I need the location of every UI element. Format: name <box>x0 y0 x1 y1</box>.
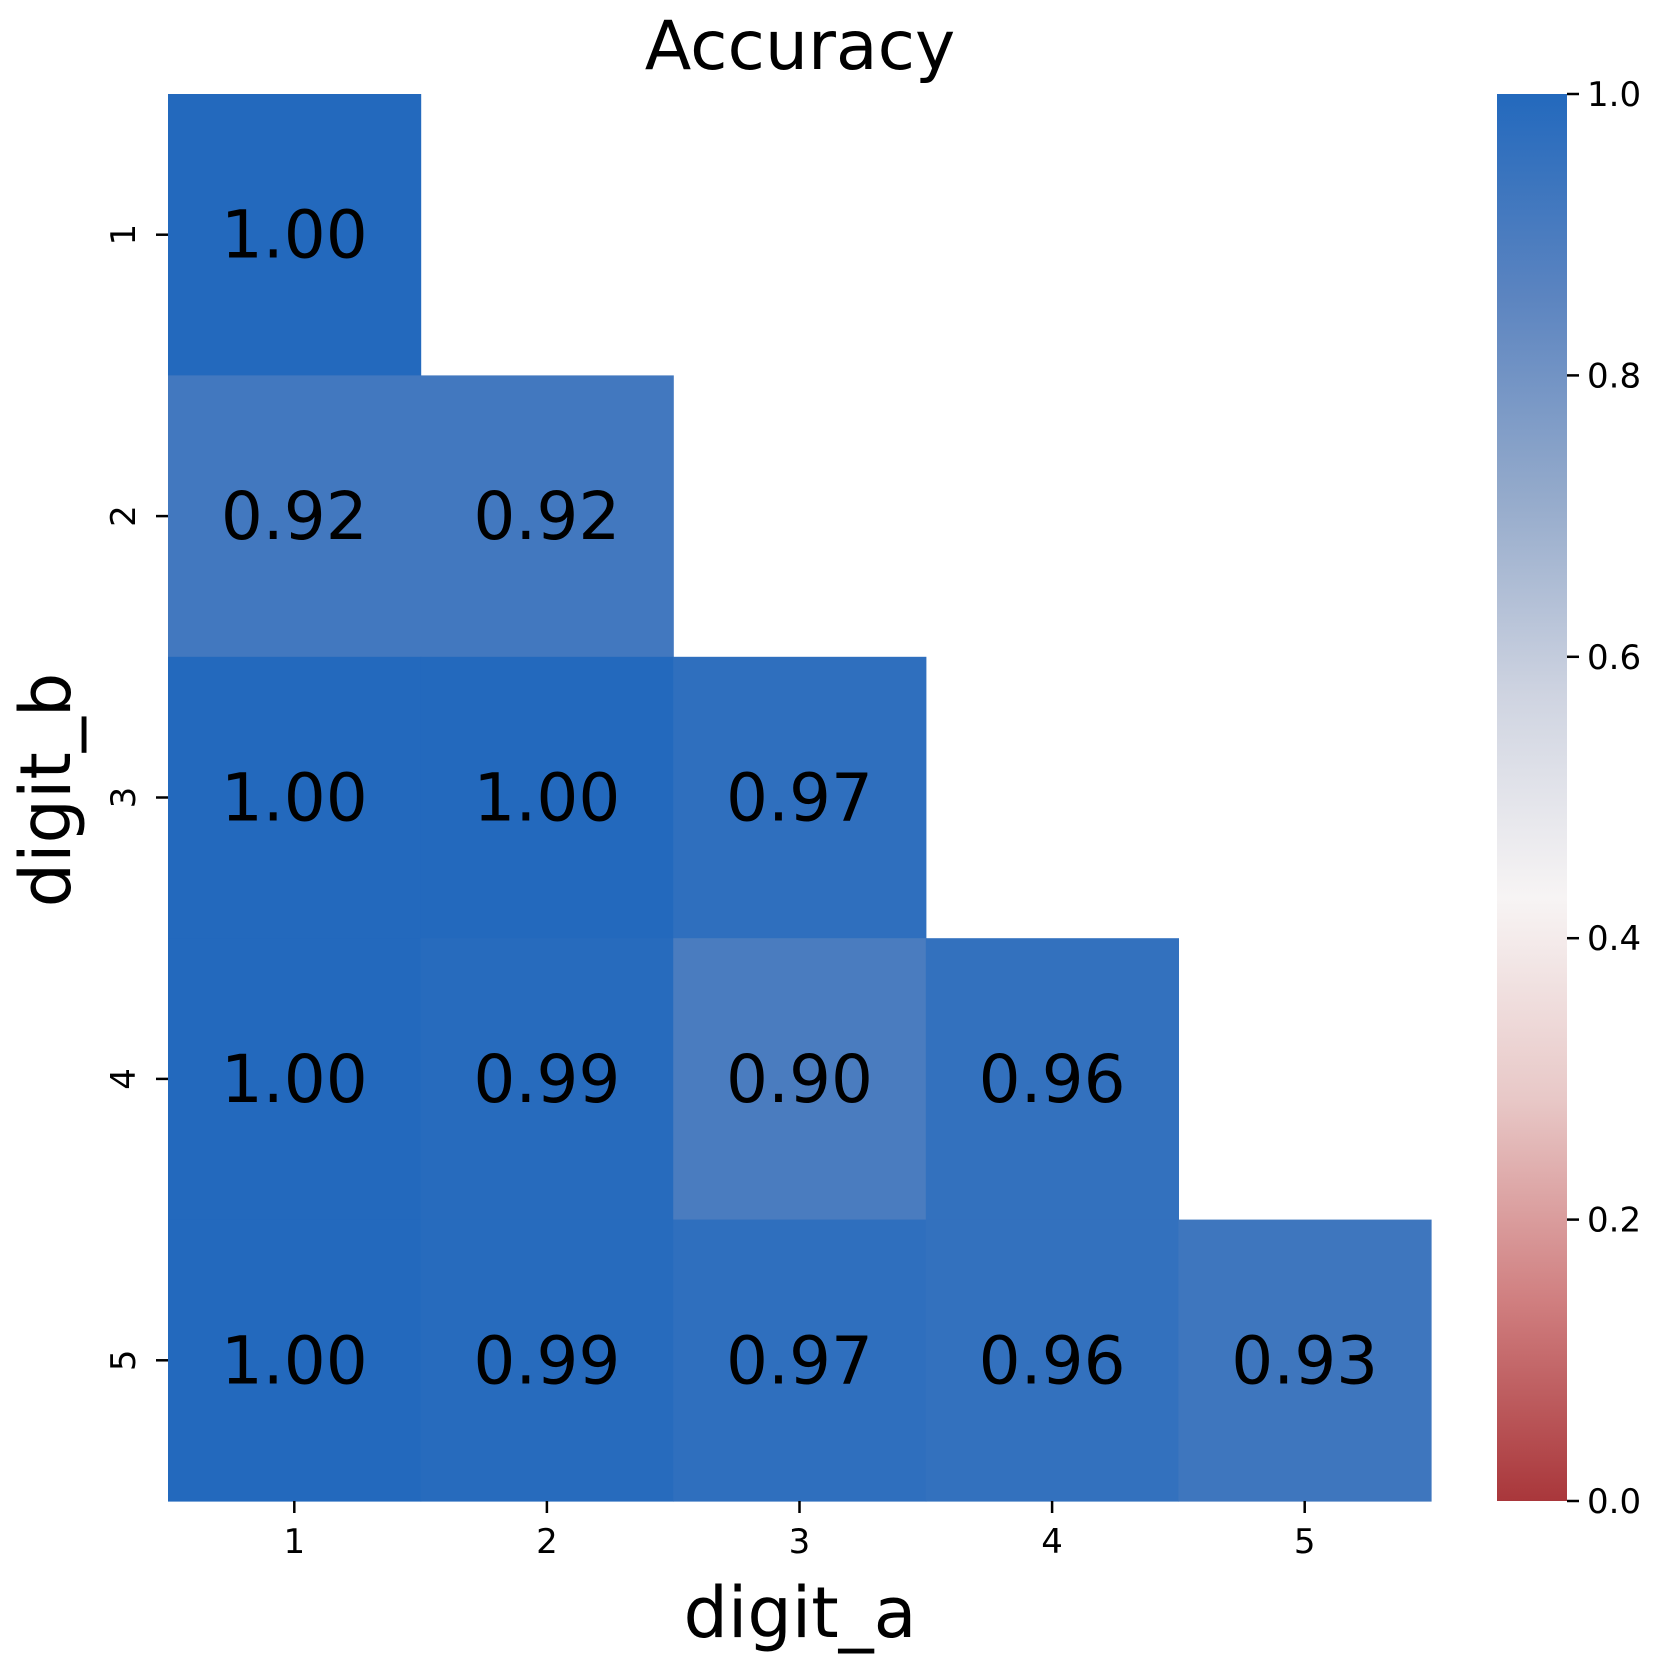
heatmap-cell <box>168 1219 422 1502</box>
cell-value-label: 0.99 <box>473 1041 620 1118</box>
colorbar: 0.0 0.2 0.4 0.6 0.8 1.0 <box>1497 75 1641 1522</box>
x-tick-label: 5 <box>1294 1522 1316 1562</box>
colorbar-scale <box>1497 94 1567 1501</box>
heatmap-cell <box>168 375 422 658</box>
chart-title: Accuracy <box>645 7 955 86</box>
colorbar-tick-label: 1.0 <box>1587 75 1641 115</box>
heatmap-cell <box>168 656 422 939</box>
heatmap-cell <box>168 938 422 1221</box>
cell-value-label: 0.92 <box>221 478 368 555</box>
cell-value-label: 0.99 <box>473 1322 620 1399</box>
heatmap-cell <box>925 938 1179 1221</box>
y-tick-label: 5 <box>104 1349 144 1371</box>
y-axis-label: digit_b <box>5 673 87 908</box>
cell-value-label: 0.92 <box>473 478 620 555</box>
heatmap-cell <box>673 1219 927 1502</box>
cell-value-label: 0.96 <box>979 1322 1126 1399</box>
cell-value-label: 0.96 <box>979 1041 1126 1118</box>
colorbar-ticks: 0.0 0.2 0.4 0.6 0.8 1.0 <box>1567 75 1641 1522</box>
colorbar-tick-label: 0.0 <box>1587 1482 1641 1522</box>
colorbar-tick-label: 0.8 <box>1587 356 1641 396</box>
heatmap-cell <box>420 1219 674 1502</box>
heatmap-cell <box>673 938 927 1221</box>
cell-value-label: 1.00 <box>221 1041 368 1118</box>
colorbar-tick-label: 0.2 <box>1587 1201 1641 1241</box>
heatmap-cell <box>420 938 674 1221</box>
x-axis: 1 2 3 4 5 <box>283 1501 1316 1562</box>
cell-value-label: 0.90 <box>726 1041 873 1118</box>
heatmap-cell <box>925 1219 1179 1502</box>
x-axis-label: digit_a <box>683 1572 916 1654</box>
heatmap-cell <box>420 375 674 658</box>
cell-value-label: 0.97 <box>726 1322 873 1399</box>
y-tick-label: 4 <box>104 1068 144 1090</box>
x-tick-label: 4 <box>1041 1522 1063 1562</box>
x-tick-label: 3 <box>789 1522 811 1562</box>
y-tick-label: 3 <box>104 787 144 809</box>
heatmap-cell <box>1178 1219 1432 1502</box>
colorbar-tick-label: 0.6 <box>1587 638 1641 678</box>
x-tick-label: 1 <box>283 1522 305 1562</box>
cell-value-label: 1.00 <box>221 197 368 274</box>
y-axis: 1 2 3 4 5 <box>104 224 168 1371</box>
heatmap-cell <box>168 94 422 376</box>
y-tick-label: 2 <box>104 505 144 527</box>
cell-value-label: 1.00 <box>221 1322 368 1399</box>
cell-value-label: 1.00 <box>221 760 368 837</box>
heatmap-cell-labels: 1.00 0.92 0.92 1.00 1.00 0.97 1.00 0.99 0.90 0.96… <box>221 197 1378 1400</box>
cell-value-label: 0.97 <box>726 760 873 837</box>
cell-value-label: 1.00 <box>473 760 620 837</box>
colorbar-tick-label: 0.4 <box>1587 919 1641 959</box>
heatmap-cells <box>168 94 1432 1502</box>
heatmap-cell <box>420 656 674 939</box>
cell-value-label: 0.93 <box>1231 1322 1378 1399</box>
heatmap-cell <box>673 656 927 939</box>
y-tick-label: 1 <box>104 224 144 246</box>
x-tick-label: 2 <box>536 1522 558 1562</box>
